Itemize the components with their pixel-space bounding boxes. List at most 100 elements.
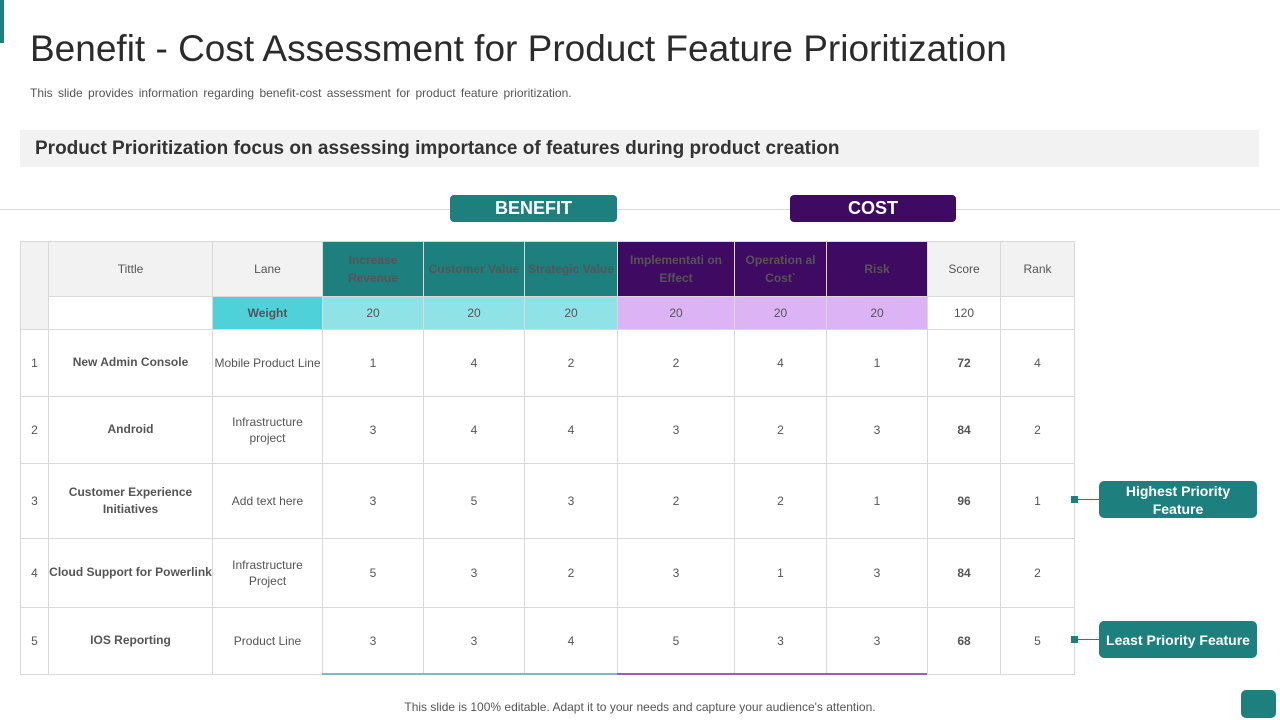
table-row: 2 Android Infrastructure project 3 4 4 3… (20, 396, 1075, 464)
risk-value: 3 (826, 538, 928, 608)
score-value: 96 (927, 463, 1001, 539)
corner-button[interactable] (1241, 690, 1276, 718)
operational-cost-value: 2 (734, 396, 827, 464)
risk-value: 3 (826, 607, 928, 675)
customer-value-value: 3 (423, 607, 525, 675)
least-priority-callout: Least Priority Feature (1099, 621, 1257, 658)
increase-revenue-header: Increase Revenue (322, 241, 424, 297)
weight-score: 120 (927, 296, 1001, 330)
strategic-value-value: 4 (524, 607, 618, 675)
implementation-effect-header: Implementati on Effect (617, 241, 735, 297)
feature-lane: Add text here (212, 463, 323, 539)
score-value: 72 (927, 329, 1001, 397)
weight-risk: 20 (826, 296, 928, 330)
cost-group-label: COST (790, 195, 956, 222)
weight-implementation-effect: 20 (617, 296, 735, 330)
benefit-group-label: BENEFIT (450, 195, 617, 222)
table-row: 1 New Admin Console Mobile Product Line … (20, 329, 1075, 397)
rank-value: 1 (1000, 463, 1075, 539)
operational-cost-value: 4 (734, 329, 827, 397)
table-row: 3 Customer Experience Initiatives Add te… (20, 463, 1075, 539)
score-value: 84 (927, 396, 1001, 464)
divider-line (0, 209, 1280, 210)
strategic-value-value: 2 (524, 538, 618, 608)
rank-value: 5 (1000, 607, 1075, 675)
risk-value: 1 (826, 329, 928, 397)
implementation-effect-value: 3 (617, 538, 735, 608)
feature-title: Cloud Support for Powerlink (48, 538, 213, 608)
weight-blank-cell (48, 296, 213, 330)
lane-header: Lane (212, 241, 323, 297)
implementation-effect-value: 2 (617, 463, 735, 539)
weight-increase-revenue: 20 (322, 296, 424, 330)
prioritization-table: Tittle Lane Increase Revenue Customer Va… (20, 241, 1075, 675)
title-header: Tittle (48, 241, 213, 297)
feature-lane: Infrastructure Project (212, 538, 323, 608)
cost-underline (617, 673, 927, 675)
corner-accent (0, 0, 4, 43)
row-index: 2 (20, 396, 49, 464)
rank-value: 4 (1000, 329, 1075, 397)
strategic-value-header: Strategic Value (524, 241, 618, 297)
row-index: 1 (20, 329, 49, 397)
focus-banner: Product Prioritization focus on assessin… (20, 130, 1259, 167)
feature-title: Customer Experience Initiatives (48, 463, 213, 539)
strategic-value-value: 3 (524, 463, 618, 539)
slide-subtitle: This slide provides information regardin… (30, 86, 572, 100)
increase-revenue-value: 1 (322, 329, 424, 397)
customer-value-value: 4 (423, 329, 525, 397)
increase-revenue-value: 5 (322, 538, 424, 608)
weight-operational-cost: 20 (734, 296, 827, 330)
strategic-value-value: 4 (524, 396, 618, 464)
customer-value-value: 3 (423, 538, 525, 608)
feature-title: IOS Reporting (48, 607, 213, 675)
implementation-effect-value: 2 (617, 329, 735, 397)
header-row: Tittle Lane Increase Revenue Customer Va… (20, 241, 1075, 330)
highest-priority-callout: Highest Priority Feature (1099, 481, 1257, 518)
score-header: Score (927, 241, 1001, 297)
benefit-underline (322, 673, 617, 675)
customer-value-value: 5 (423, 463, 525, 539)
feature-lane: Infrastructure project (212, 396, 323, 464)
increase-revenue-value: 3 (322, 607, 424, 675)
implementation-effect-value: 5 (617, 607, 735, 675)
implementation-effect-value: 3 (617, 396, 735, 464)
feature-lane: Product Line (212, 607, 323, 675)
customer-value-value: 4 (423, 396, 525, 464)
highest-connector (1078, 499, 1099, 500)
customer-value-header: Customer Value (423, 241, 525, 297)
weight-row: Weight 20 20 20 20 20 20 120 (21, 296, 1075, 330)
increase-revenue-value: 3 (322, 396, 424, 464)
operational-cost-value: 1 (734, 538, 827, 608)
table-row: 5 IOS Reporting Product Line 3 3 4 5 3 3… (20, 607, 1075, 675)
weight-strategic-value: 20 (524, 296, 618, 330)
highest-marker (1071, 496, 1078, 503)
score-value: 84 (927, 538, 1001, 608)
risk-header: Risk (826, 241, 928, 297)
increase-revenue-value: 3 (322, 463, 424, 539)
feature-lane: Mobile Product Line (212, 329, 323, 397)
operational-cost-header: Operation al Cost` (734, 241, 827, 297)
table-row: 4 Cloud Support for Powerlink Infrastruc… (20, 538, 1075, 608)
strategic-value-value: 2 (524, 329, 618, 397)
operational-cost-value: 2 (734, 463, 827, 539)
row-index: 5 (20, 607, 49, 675)
least-marker (1071, 636, 1078, 643)
risk-value: 3 (826, 396, 928, 464)
score-value: 68 (927, 607, 1001, 675)
weight-rank-blank (1000, 296, 1075, 330)
weight-label: Weight (212, 296, 323, 330)
weight-customer-value: 20 (423, 296, 525, 330)
rank-value: 2 (1000, 396, 1075, 464)
rank-value: 2 (1000, 538, 1075, 608)
feature-title: Android (48, 396, 213, 464)
slide-title: Benefit - Cost Assessment for Product Fe… (30, 28, 1007, 69)
risk-value: 1 (826, 463, 928, 539)
least-connector (1078, 639, 1099, 640)
operational-cost-value: 3 (734, 607, 827, 675)
row-index: 4 (20, 538, 49, 608)
feature-title: New Admin Console (48, 329, 213, 397)
row-index: 3 (20, 463, 49, 539)
index-header-cell (20, 241, 49, 330)
footer-note: This slide is 100% editable. Adapt it to… (404, 700, 876, 714)
